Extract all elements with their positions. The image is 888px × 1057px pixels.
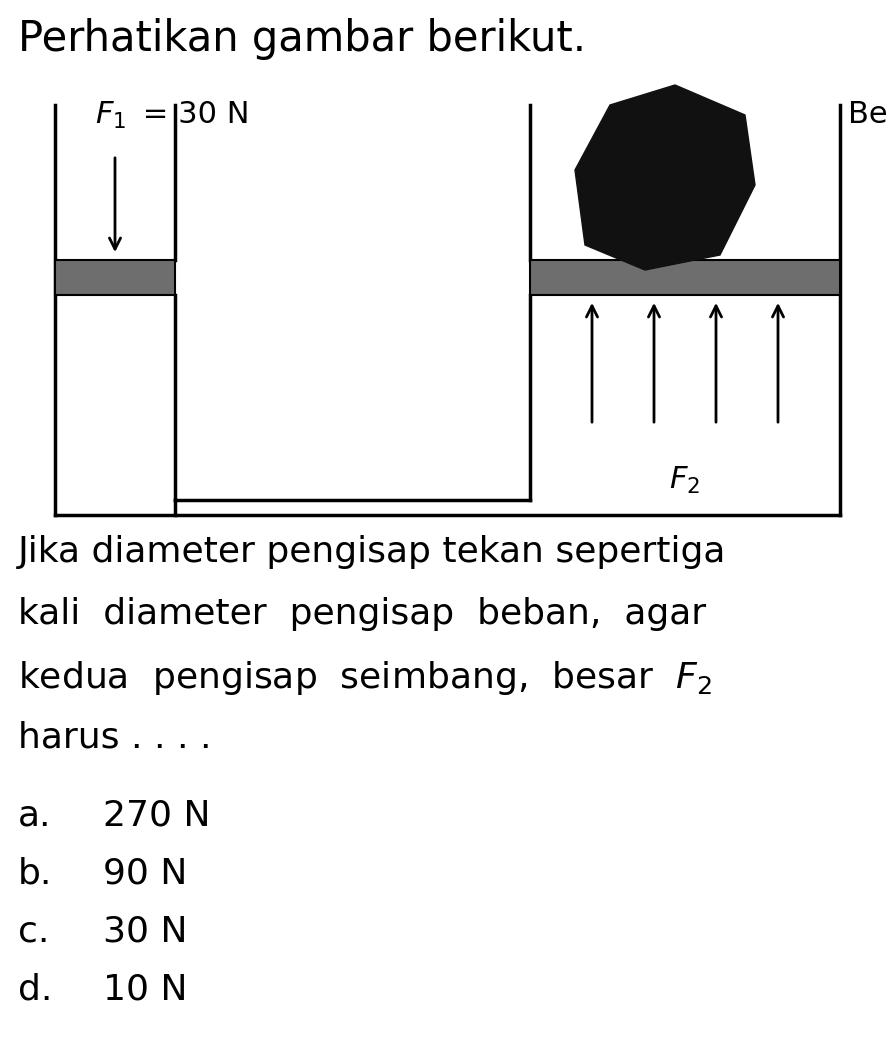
Text: = 30 N: = 30 N bbox=[133, 100, 250, 129]
Text: a.: a. bbox=[18, 798, 52, 832]
Bar bbox=[55, 260, 175, 295]
Polygon shape bbox=[575, 85, 755, 270]
Text: 270 N: 270 N bbox=[103, 798, 210, 832]
Text: 30 N: 30 N bbox=[103, 914, 187, 948]
Text: kali  diameter  pengisap  beban,  agar: kali diameter pengisap beban, agar bbox=[18, 597, 706, 631]
Text: 90 N: 90 N bbox=[103, 856, 187, 890]
Text: b.: b. bbox=[18, 856, 52, 890]
Bar bbox=[530, 260, 840, 295]
Text: $F_2$: $F_2$ bbox=[670, 465, 701, 496]
Text: d.: d. bbox=[18, 972, 52, 1006]
Text: Beban: Beban bbox=[848, 100, 888, 129]
Text: kedua  pengisap  seimbang,  besar  $F_2$: kedua pengisap seimbang, besar $F_2$ bbox=[18, 659, 712, 697]
Text: $F_1$: $F_1$ bbox=[95, 100, 126, 131]
Text: Jika diameter pengisap tekan sepertiga: Jika diameter pengisap tekan sepertiga bbox=[18, 535, 726, 569]
Text: harus . . . .: harus . . . . bbox=[18, 721, 211, 755]
Text: Perhatikan gambar berikut.: Perhatikan gambar berikut. bbox=[18, 18, 586, 60]
Text: c.: c. bbox=[18, 914, 50, 948]
Text: 10 N: 10 N bbox=[103, 972, 187, 1006]
